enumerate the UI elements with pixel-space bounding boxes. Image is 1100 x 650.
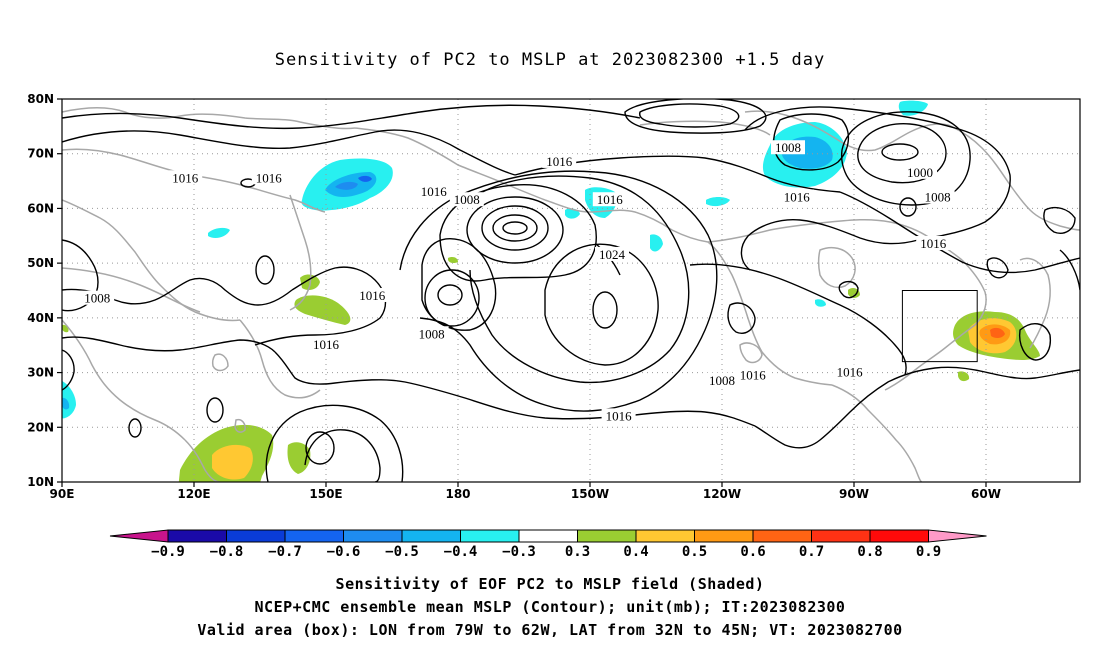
contour-label: 1016 [606, 408, 633, 423]
contour-label: 1016 [920, 236, 947, 251]
contour-label: 1016 [313, 337, 340, 352]
lat-tick-label: 50N [27, 256, 54, 270]
lon-tick-label: 90W [839, 487, 869, 501]
contour-label: 1016 [421, 184, 448, 199]
colorbar-segment [226, 529, 286, 543]
colorbar-segment [167, 529, 227, 543]
lon-tick-label: 120W [703, 487, 741, 501]
contour-label: 1008 [454, 192, 480, 207]
colorbar-segment [577, 529, 637, 543]
lon-tick-label: 90E [50, 487, 75, 501]
contour-label: 1016 [172, 170, 199, 185]
colorbar-label: 0.5 [682, 544, 707, 560]
contour-label: 1016 [256, 170, 283, 185]
lon-tick-label: 180 [445, 487, 470, 501]
colorbar-segment [518, 529, 578, 543]
chart-title: Sensitivity of PC2 to MSLP at 2023082300… [274, 50, 826, 70]
colorbar-segment [460, 529, 520, 543]
lat-tick-label: 20N [27, 420, 54, 434]
colorbar-segment [343, 529, 403, 543]
contour-label: 1016 [597, 192, 624, 207]
plot-frame [61, 98, 1081, 483]
lon-tick-label: 150E [309, 487, 342, 501]
colorbar-label: −0.9 [151, 544, 185, 560]
colorbar-segment [401, 529, 461, 543]
contour-labels: 1016 1016 1016 1008 1016 1016 1024 1008 1000 1016… [80, 140, 955, 423]
colorbar-label: −0.5 [385, 544, 419, 560]
contour-label: 1008 [709, 373, 735, 388]
colorbar-segment [284, 529, 344, 543]
lat-tick-label: 70N [27, 147, 54, 161]
lon-tick-label: 150W [571, 487, 609, 501]
colorbar-label: −0.8 [210, 544, 244, 560]
contour-label: 1016 [784, 189, 811, 204]
contour-label: 1008 [925, 189, 951, 204]
colorbar-label: −0.6 [327, 544, 361, 560]
colorbar: −0.9 −0.8 −0.7 −0.6 −0.5 −0.4 −0.3 0.3 0.4 0.5 0.6… [109, 529, 987, 560]
colorbar-label: 0.6 [740, 544, 765, 560]
contour-label: 1016 [740, 367, 767, 382]
mslp-contours [62, 99, 1080, 482]
lon-tick-label: 60W [971, 487, 1001, 501]
lat-tick-label: 30N [27, 366, 54, 380]
caption-line-2: NCEP+CMC ensemble mean MSLP (Contour); u… [254, 598, 846, 616]
contour-label: 1008 [84, 291, 110, 306]
colorbar-label: 0.3 [565, 544, 590, 560]
colorbar-label: 0.4 [623, 544, 648, 560]
colorbar-tip-right [928, 529, 987, 543]
contour-label: 1016 [359, 288, 386, 303]
colorbar-segment [635, 529, 695, 543]
colorbar-segment [811, 529, 871, 543]
contour-label: 1008 [775, 140, 801, 155]
colorbar-segment [694, 529, 754, 543]
colorbar-tip-left [109, 529, 169, 543]
colorbar-segment [752, 529, 812, 543]
colorbar-label: 0.7 [799, 544, 824, 560]
lat-tick-label: 60N [27, 201, 54, 215]
colorbar-label: −0.7 [268, 544, 302, 560]
colorbar-label: −0.3 [502, 544, 536, 560]
colorbar-label: −0.4 [444, 544, 478, 560]
contour-label: 1016 [546, 154, 573, 169]
colorbar-label: 0.8 [857, 544, 882, 560]
lat-tick-label: 10N [27, 475, 54, 489]
valid-area-box [901, 290, 978, 363]
contour-label: 1008 [419, 326, 445, 341]
caption-line-3: Valid area (box): LON from 79W to 62W, L… [197, 621, 903, 639]
colorbar-segment [869, 529, 929, 543]
colorbar-label: 0.9 [916, 544, 941, 560]
lat-tick-label: 80N [27, 92, 54, 106]
caption-line-1: Sensitivity of EOF PC2 to MSLP field (Sh… [335, 575, 765, 593]
lat-tick-label: 40N [27, 311, 54, 325]
contour-label: 1024 [599, 247, 626, 262]
contour-label: 1000 [907, 165, 933, 180]
contour-label: 1016 [837, 365, 864, 380]
lon-tick-label: 120E [177, 487, 210, 501]
